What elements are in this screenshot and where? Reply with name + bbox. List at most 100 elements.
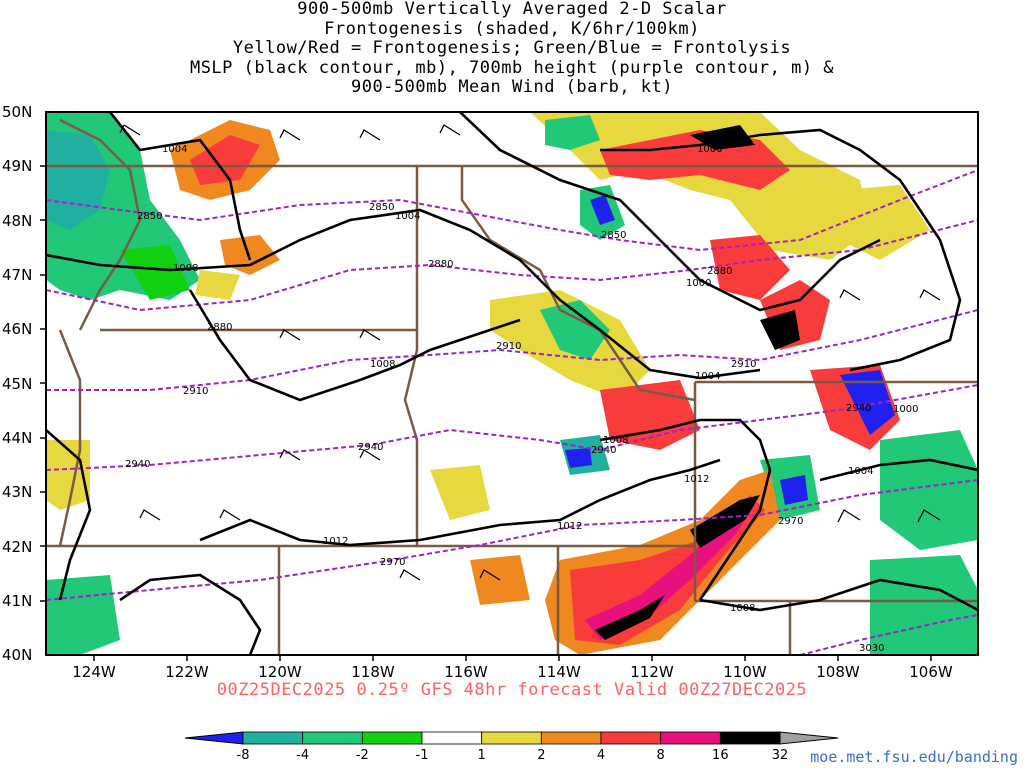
colorbar-segment — [660, 731, 721, 745]
lat-ticks — [40, 165, 46, 602]
mslp-label: 1012 — [323, 536, 348, 547]
frontogenesis-area — [840, 185, 930, 260]
wind-barb — [919, 289, 941, 301]
frontogenesis-area — [760, 310, 800, 350]
frontolysis-area — [880, 430, 978, 550]
isobar-1008-se — [699, 578, 978, 612]
frontogenesis-area — [595, 595, 665, 640]
mslp-label: 1000 — [697, 144, 722, 155]
frontolysis-area — [780, 475, 808, 505]
contour-2910 — [46, 309, 978, 391]
title-line-4: MSLP (black contour, mb), 700mb height (… — [189, 57, 835, 78]
title-line-3: Yellow/Red = Frontogenesis; Green/Blue =… — [232, 38, 792, 58]
contour-2880 — [46, 219, 978, 312]
height-label: 2940 — [125, 459, 150, 470]
title-line-1: 900-500mb Vertically Averaged 2-D Scalar — [297, 0, 727, 19]
height-label: 2910 — [183, 386, 208, 397]
lon-ticks — [93, 655, 932, 661]
wind-barb — [399, 569, 421, 581]
colorbar-tick-label: -8 — [237, 748, 250, 763]
source-credit: moe.met.fsu.edu/banding — [810, 748, 1018, 766]
lat-label: 42N — [2, 538, 32, 556]
mslp-label: 1008 — [370, 359, 395, 370]
wind-barb — [839, 289, 861, 301]
wind-barb — [279, 449, 301, 461]
frontolysis-area — [46, 130, 110, 230]
lat-label: 50N — [2, 103, 32, 121]
wind-barb — [439, 124, 461, 136]
contour-3030 — [799, 614, 978, 655]
lon-label: 116W — [444, 663, 488, 681]
coastline-wa — [59, 118, 142, 331]
colorbar-tick-label: 32 — [772, 748, 789, 763]
frontolysis-area — [46, 575, 120, 655]
height-contours — [46, 169, 978, 655]
lat-label: 46N — [2, 320, 32, 338]
plot-area: 1004 1004 1000 1008 1000 1008 1004 1000 … — [46, 112, 978, 655]
forecast-run-label: 00Z25DEC2025 0.25º GFS 48hr forecast Val… — [216, 680, 808, 700]
title-line-5: 900-500mb Mean Wind (barb, kt) — [350, 77, 674, 97]
contour-2850 — [46, 169, 978, 252]
lon-label: 124W — [72, 663, 116, 681]
height-label: 2880 — [707, 266, 732, 277]
isobar-1004 — [108, 112, 252, 261]
lat-label: 41N — [2, 592, 32, 610]
frontolysis-area — [840, 370, 895, 435]
height-label: 2910 — [731, 359, 756, 370]
frontogenesis-area — [190, 135, 260, 185]
colorbar-tick-label: 8 — [657, 748, 665, 763]
colorbar-tick-label: 4 — [597, 748, 605, 763]
frontolysis-area — [540, 300, 610, 360]
colorbar-segment — [421, 731, 483, 745]
lon-label: 122W — [165, 663, 209, 681]
border-or-id — [100, 328, 419, 546]
wind-barb — [359, 449, 381, 461]
isobar-1000 — [459, 112, 881, 312]
frontogenesis-area — [430, 465, 490, 520]
longitude-axis: 124W 122W 120W 118W 116W 114W 112W 110W … — [72, 663, 953, 681]
colorbar-tick-label: 16 — [712, 748, 729, 763]
lat-label: 48N — [2, 212, 32, 230]
latitude-axis: 50N 49N 48N 47N 46N 45N 44N 43N 42N 41N … — [2, 103, 32, 664]
lat-label: 44N — [2, 429, 32, 447]
state-borders — [46, 118, 978, 655]
height-label: 2910 — [496, 341, 521, 352]
mslp-label: 1004 — [848, 466, 873, 477]
contour-2970 — [46, 479, 978, 601]
mslp-label: 1008 — [173, 263, 198, 274]
mslp-contours — [46, 112, 978, 655]
colorbar-segment — [779, 731, 839, 745]
mslp-label: 1000 — [686, 278, 711, 289]
frontogenesis-area — [690, 495, 760, 548]
wind-barb — [139, 509, 161, 521]
height-label: 2850 — [137, 211, 162, 222]
mslp-label: 1012 — [684, 474, 709, 485]
mslp-label: 1004 — [162, 144, 187, 155]
colorbar-tick-label: 2 — [537, 748, 545, 763]
isobar-1000-east — [600, 128, 962, 372]
isobar-1004-se — [819, 458, 978, 482]
colorbar-segment — [481, 731, 542, 745]
isobar-1008-south — [599, 418, 772, 601]
colorbar-tick-label: -2 — [356, 748, 369, 763]
colorbar-tick-label: -4 — [296, 748, 309, 763]
lon-label: 114W — [537, 663, 581, 681]
wind-barb — [279, 129, 301, 141]
colorbar-segment — [184, 731, 244, 745]
frontolysis-area — [565, 448, 592, 468]
isobar-1012-west — [46, 429, 92, 601]
height-label: 2880 — [428, 259, 453, 270]
height-label: 2940 — [591, 445, 616, 456]
wind-barb — [359, 129, 381, 141]
lat-label: 47N — [2, 266, 32, 284]
isobar-1008-central — [188, 289, 521, 402]
colorbar: -8 -4 -2 -1 1 2 4 8 16 32 — [184, 731, 839, 763]
height-label: 2940 — [846, 403, 871, 414]
colorbar-segment — [361, 731, 423, 745]
mslp-label: 1012 — [557, 521, 582, 532]
lon-label: 106W — [909, 663, 953, 681]
frontolysis-area — [120, 245, 190, 300]
mslp-label: 1000 — [893, 404, 918, 415]
lon-label: 110W — [723, 663, 767, 681]
